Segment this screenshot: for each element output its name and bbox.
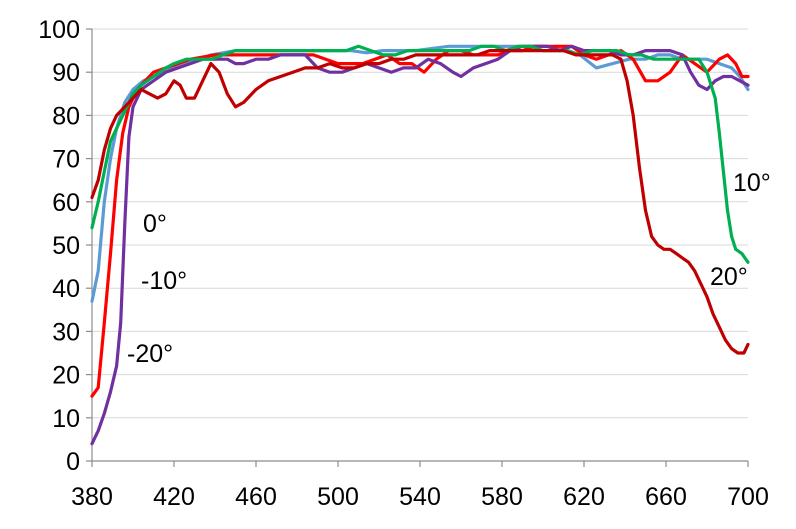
x-tick-label-500: 500 [317, 483, 359, 511]
series-line-4 [90, 49, 750, 355]
y-tick-label-40: 40 [52, 275, 80, 303]
annotation-label-3: 10° [733, 169, 771, 197]
y-tick-label-0: 0 [66, 448, 80, 476]
axes [86, 28, 749, 467]
series-line-2 [90, 44, 750, 446]
annotation-label-0: 0° [143, 210, 167, 238]
series-line-0 [90, 44, 750, 303]
y-tick-label-90: 90 [52, 59, 80, 87]
x-tick-label-420: 420 [153, 483, 195, 511]
y-tick-label-20: 20 [52, 362, 80, 390]
x-tick-label-460: 460 [235, 483, 277, 511]
annotation-label-1: -10° [141, 267, 187, 295]
y-tick-label-30: 30 [52, 318, 80, 346]
annotation-label-2: -20° [127, 340, 173, 368]
x-tick-labels: 380 420 460 500 540 580 620 660 700 [71, 483, 769, 511]
y-tick-label-70: 70 [52, 146, 80, 174]
y-tick-label-80: 80 [52, 102, 80, 130]
y-tick-label-100: 100 [38, 16, 80, 44]
x-tick-label-540: 540 [399, 483, 441, 511]
annotation-label-4: 20° [710, 263, 748, 291]
x-tick-label-620: 620 [563, 483, 605, 511]
y-tick-labels: 0 10 20 30 40 50 60 70 80 90 100 [38, 16, 80, 476]
y-tick-label-50: 50 [52, 232, 80, 260]
y-tick-label-60: 60 [52, 189, 80, 217]
series-line-3 [90, 44, 750, 264]
x-tick-label-580: 580 [481, 483, 523, 511]
grid-lines [92, 28, 748, 419]
series-lines [90, 44, 750, 446]
x-tick-label-660: 660 [645, 483, 687, 511]
series-annotations: 0° -10° -20° 10° 20° [127, 169, 771, 368]
x-tick-label-380: 380 [71, 483, 113, 511]
x-tick-label-700: 700 [727, 483, 769, 511]
y-tick-label-10: 10 [52, 405, 80, 433]
